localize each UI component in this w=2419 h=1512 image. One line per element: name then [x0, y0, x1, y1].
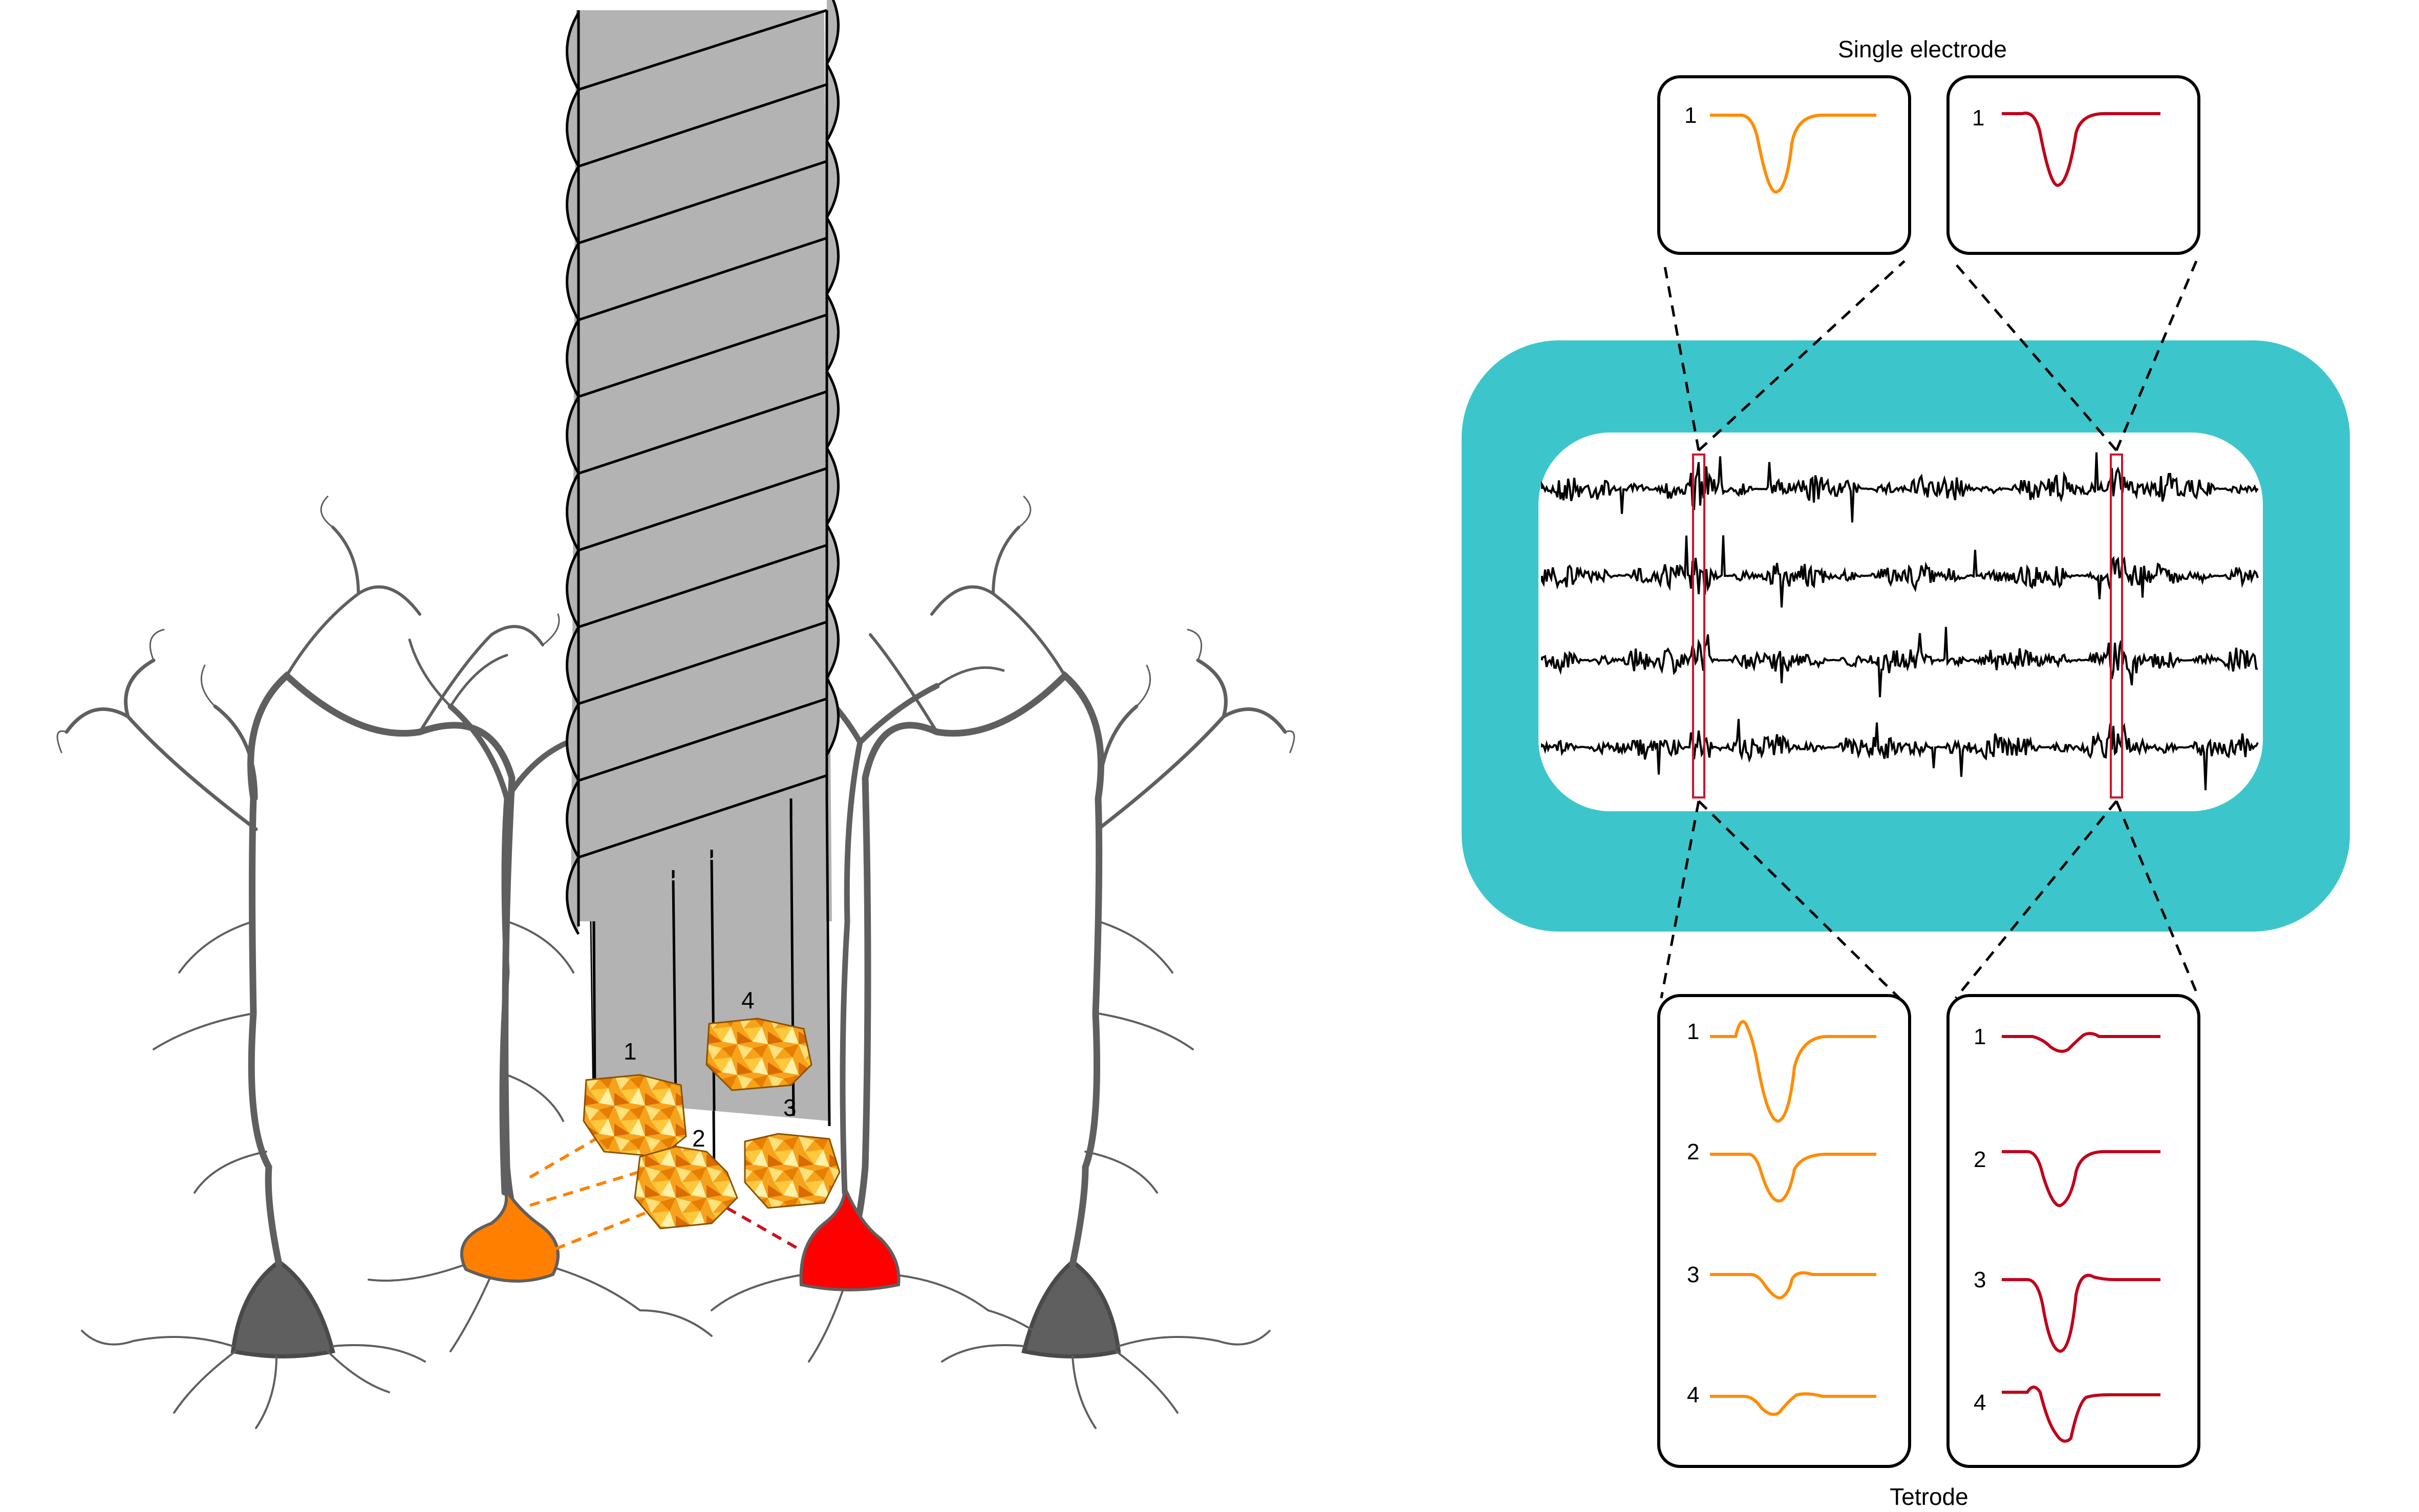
tetrode-panel-red: 1 2 3 4 — [1946, 994, 2200, 1468]
orange-neuron-soma — [460, 1186, 560, 1283]
wire-label-4: 4 — [741, 987, 755, 1013]
tetrode-red-ch2: 2 — [1974, 1147, 1986, 1172]
tetrode-orange-ch4: 4 — [1687, 1383, 1699, 1408]
gray-neuron-left — [56, 495, 574, 1429]
waveform-red-single — [2002, 112, 2160, 187]
gray-neuron-left-soma — [230, 1259, 335, 1358]
tetrode-orange-ch3: 3 — [1687, 1262, 1699, 1287]
neuron-field — [56, 495, 1295, 1429]
selection-window-left — [1692, 453, 1705, 798]
tip-1 — [583, 1074, 687, 1158]
tip-4 — [705, 1018, 812, 1091]
single-electrode-title: Single electrode — [1838, 36, 2007, 62]
tetrode-panel-orange: 1 2 3 4 — [1657, 994, 1911, 1468]
waveform-orange-t1 — [1710, 1020, 1876, 1123]
orange-neuron-dendrite — [447, 703, 571, 1196]
gray-neuron-right-soma — [1021, 1259, 1121, 1358]
single-panel-orange: 1 — [1657, 75, 1911, 255]
waveform-orange-single — [1710, 114, 1876, 194]
recording-window — [1538, 433, 2263, 811]
single-panel-red: 1 — [1946, 75, 2200, 255]
wire-labels: 1 2 3 4 — [624, 987, 797, 1152]
tetrode-title: Tetrode — [1890, 1483, 1968, 1510]
waveform-red-t1 — [2002, 1032, 2160, 1053]
waveform-red-t3 — [2002, 1273, 2160, 1353]
voltage-trace-3 — [1541, 627, 2258, 698]
wire-label-2: 2 — [692, 1125, 705, 1152]
single-panel-orange-channel: 1 — [1684, 103, 1697, 128]
red-neuron-soma — [799, 1186, 901, 1291]
tetrode-red-ch1: 1 — [1974, 1024, 1986, 1049]
electrode-tips — [583, 1018, 841, 1229]
voltage-traces — [1541, 452, 2259, 790]
wire-label-3: 3 — [783, 1094, 797, 1121]
voltage-trace-4 — [1541, 719, 2259, 790]
waveform-red-t2 — [2002, 1150, 2160, 1207]
zoom-lines — [1660, 260, 2200, 999]
tetrode-orange-ch2: 2 — [1687, 1139, 1699, 1164]
tip-3 — [744, 1133, 841, 1209]
waveform-orange-t3 — [1710, 1271, 1876, 1300]
wire-label-1: 1 — [624, 1038, 637, 1065]
tetrode-red-ch4: 4 — [1974, 1390, 1986, 1415]
waveform-orange-t2 — [1710, 1153, 1876, 1203]
waveform-red-t4 — [2002, 1386, 2160, 1443]
voltage-trace-2 — [1541, 535, 2259, 608]
tip-2 — [634, 1146, 738, 1229]
tetrode-red-ch3: 3 — [1974, 1267, 1986, 1292]
voltage-trace-1 — [1541, 452, 2259, 523]
selection-window-right — [2110, 453, 2123, 798]
waveform-orange-t4 — [1710, 1392, 1876, 1416]
single-panel-red-channel: 1 — [1972, 105, 1984, 131]
gray-neuron-right — [841, 495, 1295, 1429]
tetrode-twist-lines — [566, 0, 840, 935]
tetrode-orange-ch1: 1 — [1687, 1019, 1699, 1044]
